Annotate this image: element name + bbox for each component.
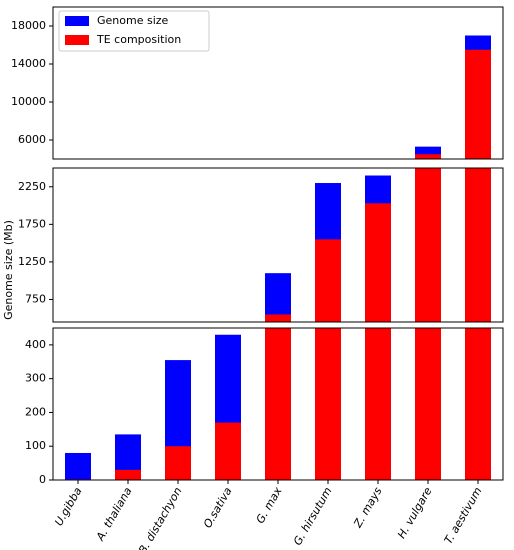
bar (415, 154, 441, 159)
legend-swatch (65, 16, 89, 26)
legend-label: TE composition (96, 33, 181, 46)
bar (415, 328, 441, 480)
y-tick-label: 14000 (11, 57, 46, 70)
x-tick-label: O.sativa (201, 485, 235, 531)
panel (415, 35, 491, 159)
y-tick-label: 100 (25, 439, 46, 452)
y-tick-label: 10000 (11, 95, 46, 108)
y-tick-label: 6000 (18, 133, 46, 146)
x-tick-label: U.gibba (52, 485, 85, 528)
panel (215, 168, 491, 327)
bar (265, 328, 291, 480)
y-tick-label: 750 (25, 292, 46, 305)
y-tick-label: 18000 (11, 19, 46, 32)
bar (365, 328, 391, 480)
legend: Genome size TE composition (58, 10, 210, 52)
y-tick-label: 200 (25, 405, 46, 418)
x-tick-label: T. aestivum (442, 485, 485, 546)
bar (415, 168, 441, 322)
bar (165, 446, 191, 480)
bar (465, 168, 491, 322)
bar (465, 328, 491, 480)
bar (265, 273, 291, 322)
bar (215, 422, 241, 480)
bar (365, 203, 391, 322)
panel-frame (52, 6, 504, 160)
x-tick-label: G. hirsutum (291, 485, 335, 548)
bar (315, 239, 341, 322)
y-tick-label: 400 (25, 338, 46, 351)
bar (465, 49, 491, 159)
bar (215, 324, 241, 327)
legend-swatch (65, 35, 89, 45)
y-tick-label: 2250 (18, 180, 46, 193)
panel-frame (52, 167, 504, 323)
y-tick-label: 300 (25, 372, 46, 385)
x-tick-label: A. thaliana (93, 485, 135, 544)
bar (315, 328, 341, 480)
x-tick-label: Z. mays (351, 485, 385, 531)
bar (65, 452, 91, 480)
y-tick-label: 0 (39, 473, 46, 486)
x-tick-label: B. distachyon (136, 485, 185, 550)
y-axis-label: Genome size (Mb) (2, 220, 15, 320)
x-tick-label: H. vulgare (395, 485, 435, 541)
y-tick-label: 1250 (18, 255, 46, 268)
panel (65, 328, 491, 480)
bar (265, 314, 291, 322)
x-tick-label: G. max (254, 485, 285, 526)
legend-frame (58, 10, 210, 52)
legend-label: Genome size (97, 14, 169, 27)
y-tick-label: 1750 (18, 217, 46, 230)
bar (115, 469, 141, 480)
